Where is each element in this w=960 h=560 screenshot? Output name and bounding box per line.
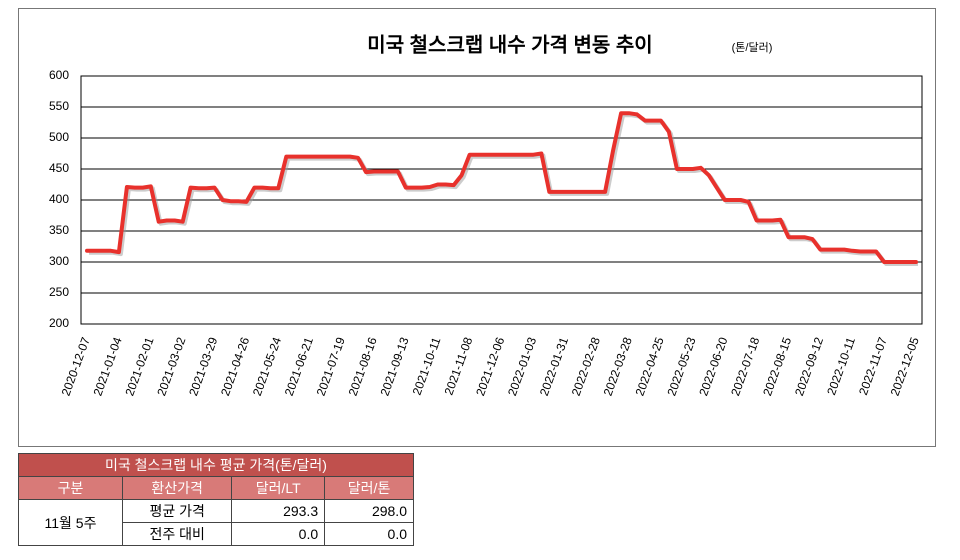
price-table: 미국 철스크랩 내수 평균 가격(톤/달러) 구분 환산가격 달러/LT 달러/… (18, 453, 414, 546)
y-tick-label: 300 (49, 254, 69, 268)
y-tick-label: 400 (49, 192, 69, 206)
y-tick-label: 250 (49, 285, 69, 299)
table-header: 환산가격 (121, 476, 233, 500)
table-header: 구분 (18, 476, 123, 500)
chart: 미국 철스크랩 내수 가격 변동 추이 (톤/달러) 200 250 300 350 4… (18, 8, 936, 447)
table-cell: 298.0 (324, 499, 414, 523)
table-cell: 평균 가격 (121, 499, 233, 523)
chart-title: 미국 철스크랩 내수 가격 변동 추이 (367, 33, 652, 56)
y-tick-label: 600 (49, 68, 69, 82)
y-tick-label: 200 (49, 316, 69, 330)
chart-subtitle: (톤/달러) (732, 41, 773, 54)
table-cell: 0.0 (324, 522, 414, 546)
table-cell: 293.3 (231, 499, 326, 523)
table-cell: 전주 대비 (121, 522, 233, 546)
y-tick-label: 500 (49, 130, 69, 144)
table-cell: 0.0 (231, 522, 326, 546)
y-tick-label: 550 (49, 99, 69, 113)
line (85, 111, 918, 264)
y-tick-label: 450 (49, 161, 69, 175)
y-tick-label: 350 (49, 223, 69, 237)
table-header: 달러/톤 (324, 476, 414, 500)
table-header: 달러/LT (231, 476, 326, 500)
table-group: 11월 5주 (18, 499, 123, 546)
table-title: 미국 철스크랩 내수 평균 가격(톤/달러) (18, 453, 414, 477)
